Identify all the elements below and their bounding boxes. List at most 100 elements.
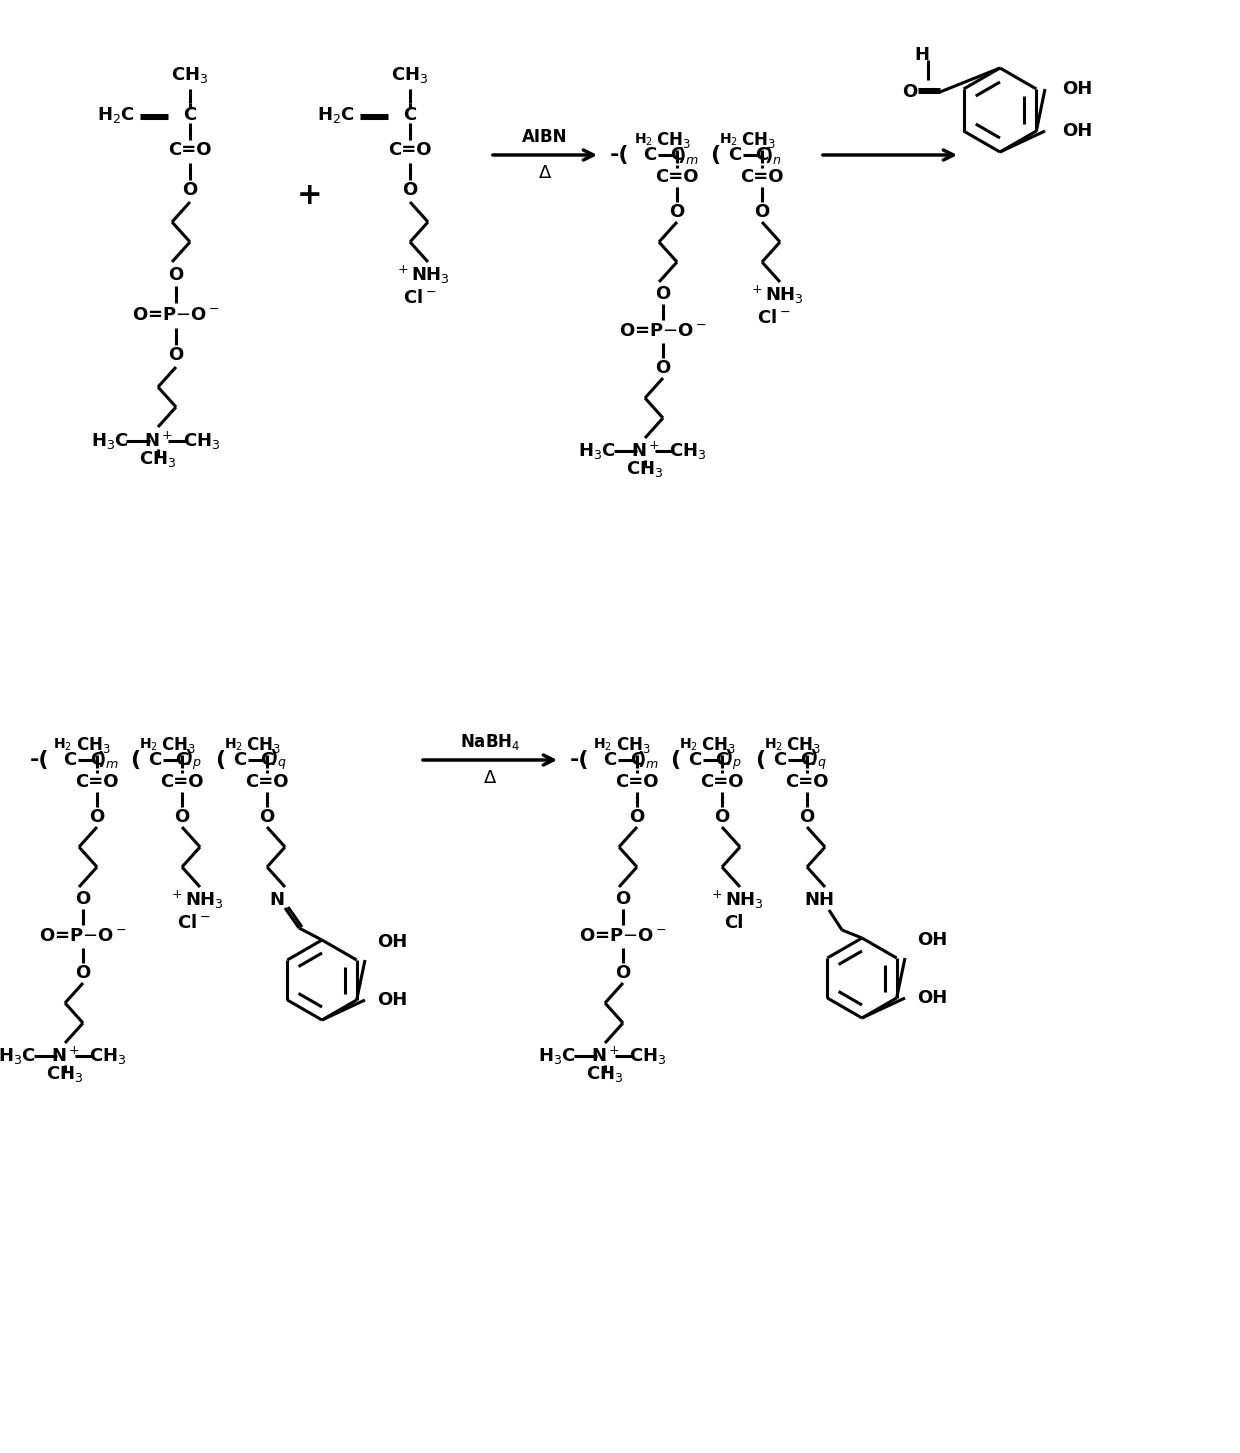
- Text: CH$_3$: CH$_3$: [701, 735, 735, 756]
- Text: H$_2$: H$_2$: [139, 737, 157, 753]
- Text: $\Delta$: $\Delta$: [538, 164, 552, 182]
- Text: N$^+$: N$^+$: [630, 442, 660, 461]
- Text: OH: OH: [1061, 80, 1092, 97]
- Text: C: C: [630, 751, 644, 769]
- Text: O: O: [615, 963, 631, 982]
- Text: (: (: [709, 145, 720, 166]
- Text: CH$_3$: CH$_3$: [139, 449, 177, 469]
- Text: )$_q$: )$_q$: [269, 748, 286, 772]
- Text: C: C: [755, 145, 769, 164]
- Text: O: O: [182, 182, 197, 199]
- Text: C: C: [184, 106, 197, 124]
- Text: O: O: [402, 182, 418, 199]
- Text: CH$_3$: CH$_3$: [184, 432, 221, 450]
- Text: C=O: C=O: [785, 773, 828, 790]
- Text: )$_p$: )$_p$: [724, 748, 742, 772]
- Text: H: H: [915, 46, 930, 64]
- Text: NH: NH: [804, 891, 835, 910]
- Text: CH$_3$: CH$_3$: [740, 129, 775, 150]
- Text: H$_2$: H$_2$: [764, 737, 782, 753]
- Text: H$_2$: H$_2$: [678, 737, 697, 753]
- Text: AIBN: AIBN: [522, 128, 568, 145]
- Text: O=P$-$O$^-$: O=P$-$O$^-$: [40, 927, 126, 944]
- Text: )$_m$: )$_m$: [637, 750, 658, 770]
- Text: C: C: [774, 751, 786, 769]
- Text: N$^+$: N$^+$: [144, 432, 172, 450]
- Text: C: C: [175, 751, 188, 769]
- Text: C=O: C=O: [160, 773, 203, 790]
- Text: C: C: [149, 751, 161, 769]
- Text: O=P$-$O$^-$: O=P$-$O$^-$: [133, 307, 219, 324]
- Text: )$_n$: )$_n$: [764, 144, 781, 166]
- Text: Cl: Cl: [724, 914, 744, 931]
- Text: $^+$NH$_3$: $^+$NH$_3$: [169, 889, 223, 911]
- Text: OH: OH: [918, 989, 947, 1007]
- Text: -(: -(: [30, 750, 50, 770]
- Text: OH: OH: [377, 933, 407, 952]
- Text: CH$_3$: CH$_3$: [246, 735, 280, 756]
- Text: Cl$^-$: Cl$^-$: [758, 309, 791, 327]
- Text: CH$_3$: CH$_3$: [171, 65, 208, 84]
- Text: O: O: [714, 808, 729, 825]
- Text: OH: OH: [918, 931, 947, 949]
- Text: )$_q$: )$_q$: [808, 748, 827, 772]
- Text: CH$_3$: CH$_3$: [161, 735, 196, 756]
- Text: N: N: [269, 891, 284, 910]
- Text: (: (: [215, 750, 226, 770]
- Text: CH$_3$: CH$_3$: [670, 442, 707, 461]
- Text: C=O: C=O: [615, 773, 658, 790]
- Text: O: O: [630, 808, 645, 825]
- Text: C: C: [671, 145, 683, 164]
- Text: CH$_3$: CH$_3$: [629, 1046, 667, 1067]
- Text: (: (: [670, 750, 680, 770]
- Text: O: O: [656, 285, 671, 304]
- Text: C=O: C=O: [701, 773, 744, 790]
- Text: O: O: [76, 963, 91, 982]
- Text: O: O: [903, 83, 918, 102]
- Text: N$^+$: N$^+$: [51, 1046, 79, 1065]
- Text: O: O: [259, 808, 274, 825]
- Text: C: C: [63, 751, 77, 769]
- Text: N$^+$: N$^+$: [590, 1046, 620, 1065]
- Text: -(: -(: [610, 145, 630, 166]
- Text: H$_2$: H$_2$: [52, 737, 72, 753]
- Text: NaBH$_4$: NaBH$_4$: [460, 732, 521, 753]
- Text: O: O: [754, 203, 770, 221]
- Text: H$_2$C: H$_2$C: [317, 105, 355, 125]
- Text: CH$_3$: CH$_3$: [626, 459, 663, 479]
- Text: C: C: [800, 751, 813, 769]
- Text: C=O: C=O: [246, 773, 289, 790]
- Text: O=P$-$O$^-$: O=P$-$O$^-$: [619, 323, 707, 340]
- Text: O: O: [800, 808, 815, 825]
- Text: $^+$NH$_3$: $^+$NH$_3$: [749, 283, 804, 307]
- Text: OH: OH: [1061, 122, 1092, 139]
- Text: C=O: C=O: [740, 169, 784, 186]
- Text: CH$_3$: CH$_3$: [392, 65, 429, 84]
- Text: (: (: [755, 750, 765, 770]
- Text: $^+$NH$_3$: $^+$NH$_3$: [708, 889, 764, 911]
- Text: CH$_3$: CH$_3$: [89, 1046, 126, 1067]
- Text: +: +: [298, 180, 322, 209]
- Text: CH$_3$: CH$_3$: [615, 735, 651, 756]
- Text: Cl$^-$: Cl$^-$: [403, 289, 436, 307]
- Text: O: O: [175, 808, 190, 825]
- Text: C=O: C=O: [388, 141, 432, 158]
- Text: C: C: [233, 751, 247, 769]
- Text: CH$_3$: CH$_3$: [587, 1064, 624, 1084]
- Text: C: C: [644, 145, 657, 164]
- Text: H$_2$: H$_2$: [718, 132, 738, 148]
- Text: C: C: [604, 751, 616, 769]
- Text: )$_m$: )$_m$: [97, 750, 119, 770]
- Text: H$_2$: H$_2$: [223, 737, 243, 753]
- Text: OH: OH: [377, 991, 407, 1008]
- Text: O: O: [169, 266, 184, 283]
- Text: C=O: C=O: [76, 773, 119, 790]
- Text: C: C: [260, 751, 274, 769]
- Text: $\Delta$: $\Delta$: [482, 769, 497, 788]
- Text: H$_2$: H$_2$: [634, 132, 652, 148]
- Text: O: O: [89, 808, 104, 825]
- Text: O: O: [76, 891, 91, 908]
- Text: O: O: [656, 359, 671, 376]
- Text: C=O: C=O: [655, 169, 699, 186]
- Text: C: C: [728, 145, 742, 164]
